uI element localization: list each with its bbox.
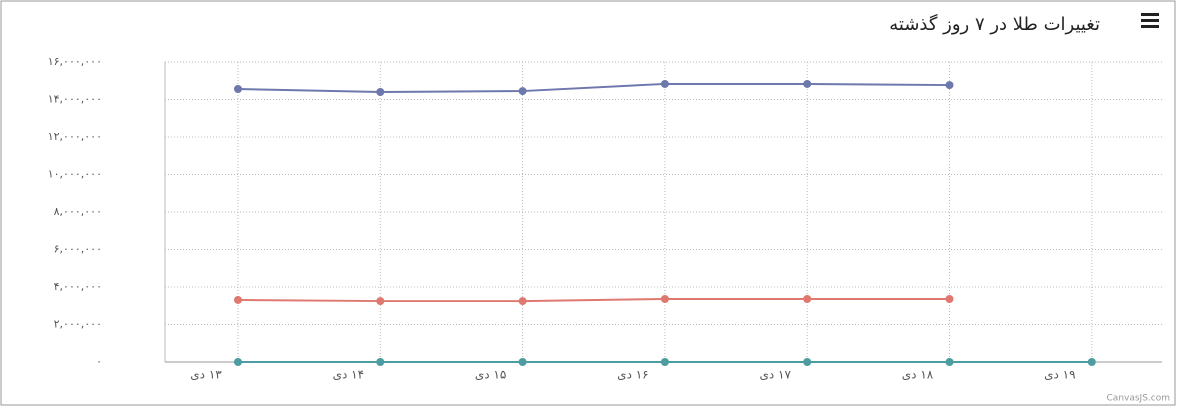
data-point: [1087, 358, 1096, 366]
data-point: [803, 79, 812, 88]
data-point: [376, 88, 385, 96]
data-point: [518, 87, 527, 96]
series-line: [237, 298, 950, 303]
data-point: [803, 295, 812, 303]
data-point: [660, 79, 669, 88]
data-point: [234, 85, 242, 93]
x-tick-label: ۱۷ دی: [759, 368, 791, 382]
data-point: [945, 81, 954, 90]
data-point: [234, 295, 242, 304]
data-point: [660, 358, 669, 366]
y-tick-label: ۰: [96, 355, 102, 368]
y-tick-label: ۲,۰۰۰,۰۰۰: [54, 318, 102, 331]
data-point: [945, 358, 954, 366]
data-point: [234, 358, 242, 366]
y-tick-label: ۱۶,۰۰۰,۰۰۰: [48, 55, 102, 68]
x-tick-label: ۱۹ دی: [1044, 368, 1075, 382]
data-point: [803, 358, 812, 366]
y-tick-label: ۱۴,۰۰۰,۰۰۰: [48, 93, 102, 106]
data-point: [660, 295, 669, 303]
x-tick-label: ۱۸ دی: [902, 368, 934, 382]
data-point: [518, 358, 527, 366]
x-tick-label: ۱۶ دی: [617, 368, 648, 382]
y-tick-label: ۱۰,۰۰۰,۰۰۰: [48, 168, 102, 181]
x-tick-label: ۱۵ دی: [475, 368, 506, 382]
y-tick-label: ۸,۰۰۰,۰۰۰: [54, 205, 102, 218]
data-point: [518, 297, 527, 306]
credit: CanvasJS.com: [1107, 394, 1170, 404]
menu-icon[interactable]: [1141, 13, 1159, 28]
y-tick-label: ۱۲,۰۰۰,۰۰۰: [48, 130, 102, 143]
y-tick-label: ۴,۰۰۰,۰۰۰: [54, 280, 102, 293]
series-line: [237, 82, 950, 94]
chart-title: تغییرات طلا در ۷ روز گذشته: [889, 13, 1100, 35]
data-point: [376, 358, 385, 366]
data-point: [376, 297, 385, 306]
x-tick-label: ۱۳ دی: [190, 368, 222, 382]
data-point: [945, 295, 954, 303]
y-tick-label: ۶,۰۰۰,۰۰۰: [54, 243, 102, 256]
x-tick-label: ۱۴ دی: [333, 368, 364, 382]
